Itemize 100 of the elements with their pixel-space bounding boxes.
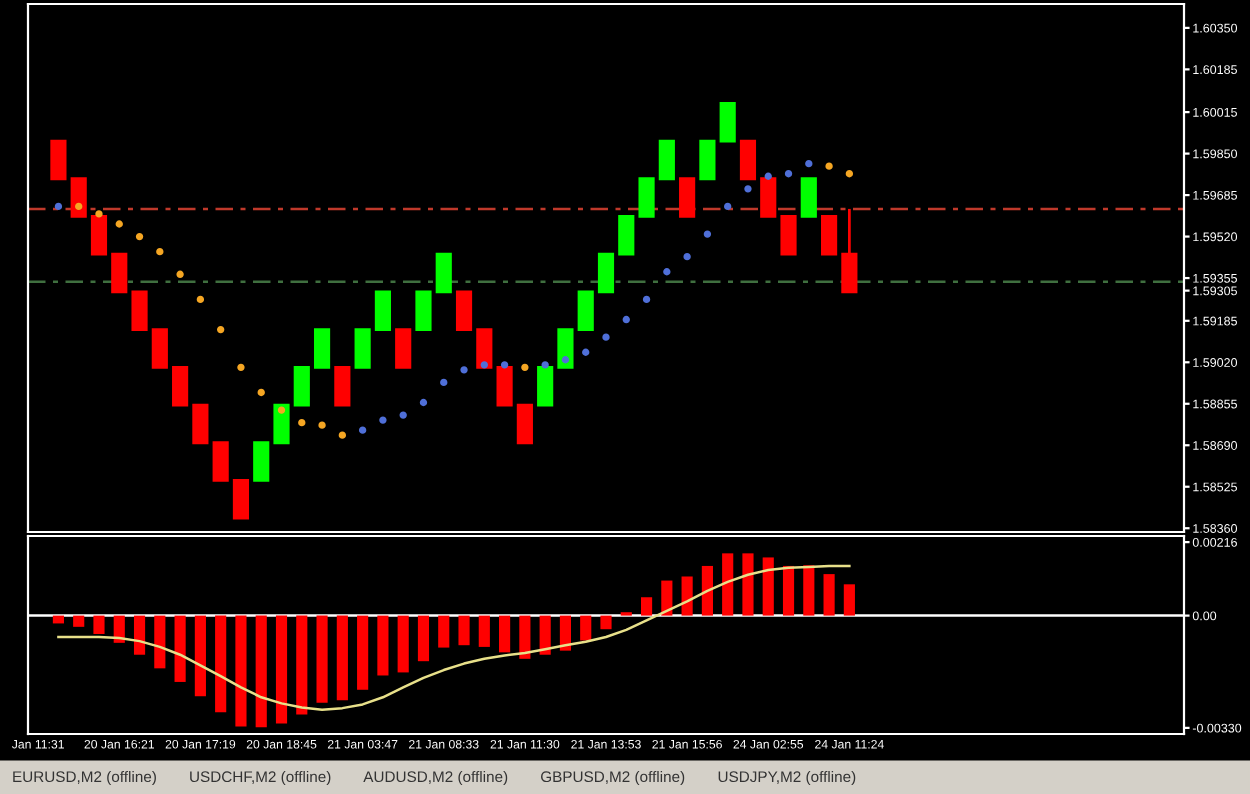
bar	[722, 553, 734, 616]
bar	[640, 597, 653, 616]
point	[196, 295, 205, 304]
candlestick	[780, 215, 797, 256]
point	[622, 315, 630, 324]
point	[521, 363, 529, 371]
bar	[215, 615, 227, 713]
candlestick	[537, 365, 554, 407]
point	[115, 220, 123, 228]
candlestick	[618, 215, 635, 256]
point	[298, 418, 306, 427]
point	[440, 378, 448, 387]
point	[724, 202, 732, 211]
bar	[499, 615, 511, 653]
point	[156, 247, 164, 256]
bar	[154, 615, 166, 669]
candlestick	[50, 139, 67, 181]
candlestick	[739, 139, 757, 181]
candlestick	[111, 252, 128, 294]
point	[75, 202, 83, 211]
point	[582, 348, 590, 356]
bar	[519, 615, 531, 659]
candlestick	[699, 139, 716, 181]
candlestick	[293, 365, 310, 407]
point	[845, 170, 854, 178]
candlestick	[557, 328, 574, 369]
bar	[438, 615, 450, 648]
point	[277, 406, 286, 414]
point	[257, 388, 265, 397]
bar	[194, 615, 206, 697]
bar	[316, 615, 328, 703]
point	[338, 431, 347, 439]
point	[683, 253, 691, 261]
bar	[458, 615, 470, 646]
point	[602, 333, 610, 341]
point	[663, 268, 671, 276]
candlestick	[172, 365, 189, 407]
bar	[803, 565, 815, 616]
bar	[600, 615, 612, 630]
candlestick	[435, 252, 452, 294]
candlestick	[395, 328, 412, 369]
point	[237, 363, 245, 371]
candlestick	[70, 177, 87, 218]
candlestick	[212, 441, 229, 482]
candlestick	[313, 328, 331, 369]
candlestick	[719, 101, 736, 143]
candlestick	[577, 290, 594, 331]
point	[379, 416, 387, 424]
point	[318, 421, 326, 429]
candlestick	[374, 290, 391, 331]
point	[176, 270, 184, 278]
point	[500, 361, 509, 369]
candlestick	[638, 177, 655, 218]
point	[744, 185, 752, 193]
bar	[762, 557, 774, 616]
candlestick	[273, 403, 290, 445]
point	[805, 159, 813, 168]
bar	[73, 615, 85, 627]
bar	[580, 615, 592, 641]
candlestick	[151, 328, 168, 369]
candlestick	[496, 365, 513, 407]
point	[642, 295, 651, 304]
candlestick	[821, 215, 838, 256]
point	[358, 426, 367, 434]
candlestick	[679, 177, 696, 218]
bar	[742, 553, 754, 616]
candlestick	[800, 177, 817, 218]
bar	[296, 615, 308, 715]
point	[480, 361, 488, 369]
line-series	[57, 564, 851, 712]
bar	[782, 565, 795, 616]
bar	[275, 615, 288, 724]
bar	[417, 615, 430, 662]
bar	[681, 576, 693, 616]
point	[825, 162, 833, 170]
point	[764, 172, 772, 180]
bar	[397, 615, 409, 673]
candlestick	[658, 139, 675, 181]
candlestick	[415, 290, 432, 331]
point	[703, 230, 712, 238]
point	[95, 210, 103, 218]
bar	[357, 615, 369, 690]
bar	[539, 615, 551, 655]
point	[541, 361, 549, 369]
bar	[377, 615, 389, 676]
candlestick	[841, 207, 858, 294]
candlestick	[516, 403, 533, 445]
bar	[559, 615, 572, 651]
candlestick	[476, 328, 493, 369]
point	[460, 366, 468, 374]
bar	[843, 584, 855, 616]
bar	[478, 615, 490, 647]
candlestick	[192, 403, 209, 445]
bar	[701, 565, 713, 616]
point	[419, 398, 428, 407]
bar	[336, 615, 348, 701]
candlestick	[253, 441, 270, 482]
candlestick	[455, 290, 473, 331]
point	[216, 325, 225, 334]
candlestick	[354, 328, 371, 369]
